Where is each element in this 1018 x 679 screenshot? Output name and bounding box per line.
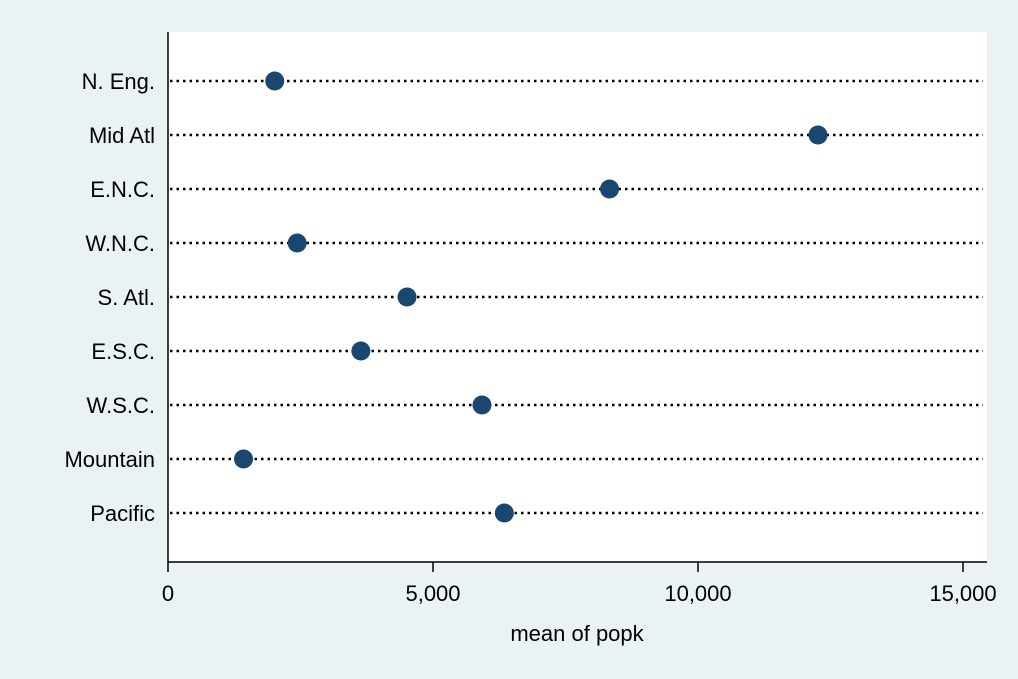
category-label: E.N.C.: [90, 177, 155, 202]
guide-lines: [170, 79, 983, 515]
category-label: W.N.C.: [85, 231, 155, 256]
data-point: [472, 395, 492, 415]
category-label: Mid Atl: [89, 123, 155, 148]
x-axis-ticks: 0 5,000 10,000 15,000: [162, 562, 997, 606]
data-point: [351, 341, 371, 361]
data-point: [600, 179, 620, 199]
x-axis-title: mean of popk: [510, 621, 644, 646]
plot-area: [168, 32, 987, 562]
category-label: E.S.C.: [91, 339, 155, 364]
category-label: S. Atl.: [98, 285, 155, 310]
data-point: [287, 233, 307, 253]
data-point: [234, 449, 254, 469]
data-point: [494, 503, 514, 523]
category-labels: N. Eng. Mid Atl E.N.C. W.N.C. S. Atl. E.S.C. W…: [64, 69, 155, 526]
x-tick-label: 5,000: [405, 581, 460, 606]
category-label: N. Eng.: [82, 69, 155, 94]
data-point: [265, 71, 285, 91]
x-tick-label: 0: [162, 581, 174, 606]
data-markers: [234, 71, 828, 523]
category-label: W.S.C.: [87, 393, 155, 418]
data-point: [808, 125, 828, 145]
data-point: [397, 287, 417, 307]
category-label: Pacific: [90, 501, 155, 526]
x-tick-label: 15,000: [929, 581, 996, 606]
x-tick-label: 10,000: [664, 581, 731, 606]
category-label: Mountain: [64, 447, 155, 472]
